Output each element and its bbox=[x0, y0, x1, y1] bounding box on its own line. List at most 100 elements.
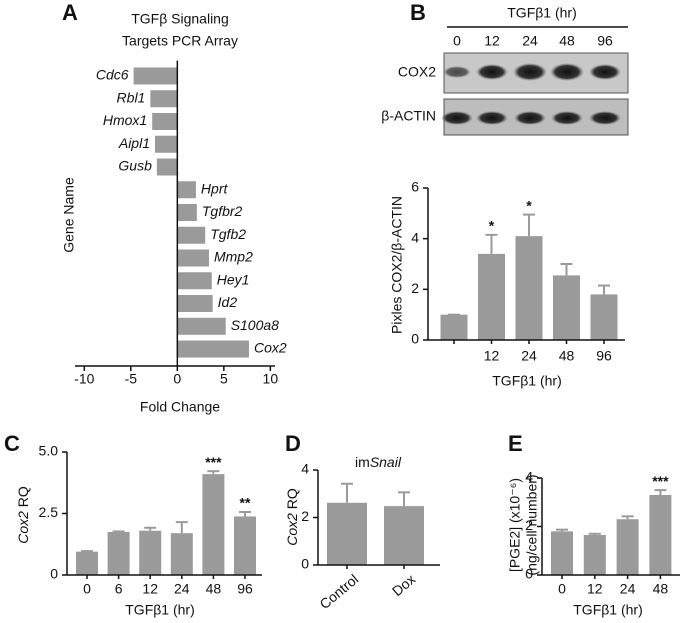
category-label: Tgfbr2 bbox=[202, 203, 243, 219]
significance-label: * bbox=[526, 197, 532, 213]
x-tick-label: 0 bbox=[83, 581, 91, 597]
x-axis-label: TGFβ1 (hr) bbox=[492, 373, 562, 389]
x-tick-label: 10 bbox=[263, 371, 279, 387]
y-tick-label: 5.0 bbox=[39, 443, 59, 459]
y-axis-label: Cox2 RQ bbox=[15, 486, 31, 544]
error-bar bbox=[144, 526, 157, 531]
error-bar bbox=[621, 515, 634, 520]
error-bar bbox=[207, 470, 220, 475]
bar bbox=[177, 181, 196, 199]
title-prefix: im bbox=[355, 454, 370, 470]
x-tick-label: 6 bbox=[115, 581, 123, 597]
bar bbox=[478, 253, 505, 340]
title-gene: Snail bbox=[370, 454, 402, 470]
x-tick-label: 5 bbox=[220, 371, 228, 387]
blot-row-label: COX2 bbox=[398, 64, 436, 80]
bar bbox=[590, 294, 618, 340]
blot-row-label: β-ACTIN bbox=[381, 108, 436, 124]
bar bbox=[649, 494, 672, 575]
bar bbox=[177, 226, 206, 244]
bar bbox=[327, 502, 367, 565]
lane-label: 96 bbox=[597, 33, 613, 49]
y-label-text: RQ bbox=[15, 486, 31, 507]
error-bar bbox=[341, 482, 353, 503]
category-label: Tgfb2 bbox=[210, 226, 246, 242]
x-tick-label: 48 bbox=[206, 581, 222, 597]
y-axis-label: Gene Name bbox=[61, 177, 77, 253]
x-tick-label: 0 bbox=[173, 371, 181, 387]
bar bbox=[150, 90, 178, 108]
bar bbox=[202, 474, 225, 575]
x-tick-label: 96 bbox=[237, 581, 253, 597]
x-tick-label: 48 bbox=[653, 581, 669, 597]
category-label: Rbl1 bbox=[117, 89, 146, 105]
category-label: Aipl1 bbox=[118, 135, 150, 151]
category-label: Hmox1 bbox=[103, 112, 147, 128]
error-bar bbox=[588, 532, 601, 535]
bar bbox=[177, 272, 212, 290]
bar bbox=[107, 531, 130, 575]
bar bbox=[177, 249, 209, 267]
x-axis-label: TGFβ1 (hr) bbox=[573, 602, 643, 618]
y-tick-label: 0 bbox=[301, 556, 309, 572]
error-bar bbox=[556, 528, 568, 532]
y-tick-label: 2.5 bbox=[39, 504, 59, 520]
x-tick-label: 96 bbox=[596, 348, 612, 364]
significance-label: * bbox=[489, 218, 495, 234]
y-label-gene: Cox2 bbox=[284, 513, 300, 546]
error-bar bbox=[398, 491, 410, 507]
y-tick-label: 2 bbox=[301, 508, 309, 524]
bar bbox=[155, 135, 178, 153]
x-tick-label: 12 bbox=[587, 581, 603, 597]
panel-label: A bbox=[62, 0, 78, 25]
panel-label: C bbox=[4, 431, 20, 456]
y-axis-label: (ng/cell number) bbox=[524, 474, 540, 575]
x-tick-label: -10 bbox=[74, 371, 94, 387]
bar bbox=[139, 530, 162, 575]
error-bar bbox=[485, 233, 498, 254]
x-tick-label: 48 bbox=[559, 348, 575, 364]
y-label-gene: Cox2 bbox=[15, 511, 31, 544]
x-tick-label: Control bbox=[316, 571, 361, 612]
x-tick-label: 12 bbox=[484, 348, 500, 364]
y-label-text: RQ bbox=[284, 488, 300, 509]
x-tick-label: 0 bbox=[558, 581, 566, 597]
category-label: Hprt bbox=[201, 180, 229, 196]
error-bar bbox=[560, 263, 573, 276]
bar bbox=[384, 506, 424, 565]
bar bbox=[440, 314, 468, 340]
bar bbox=[76, 551, 98, 575]
error-bar bbox=[523, 213, 535, 237]
bar bbox=[177, 317, 226, 335]
significance-label: *** bbox=[652, 473, 669, 489]
category-label: Cox2 bbox=[254, 340, 287, 356]
y-tick-label: 4 bbox=[301, 461, 309, 477]
panel-label: B bbox=[410, 0, 426, 25]
x-axis-label: Fold Change bbox=[140, 399, 220, 415]
y-tick-label: 4 bbox=[411, 229, 419, 245]
blot-header: TGFβ1 (hr) bbox=[507, 5, 577, 21]
bar bbox=[583, 534, 606, 575]
category-label: S100a8 bbox=[231, 317, 279, 333]
y-tick-label: 0 bbox=[525, 566, 533, 582]
y-tick-label: 6 bbox=[411, 179, 419, 195]
lane-label: 48 bbox=[559, 33, 575, 49]
x-tick-label: 24 bbox=[521, 348, 537, 364]
chart-title: imSnail bbox=[355, 454, 402, 470]
y-axis-label: Pixles COX2/β-ACTIN bbox=[389, 196, 405, 334]
bar bbox=[152, 112, 178, 130]
x-tick-label: Dox bbox=[389, 571, 418, 599]
lane-label: 0 bbox=[453, 33, 461, 49]
bar bbox=[156, 158, 178, 176]
chart-title: Targets PCR Array bbox=[122, 33, 238, 49]
y-tick-label: 0 bbox=[50, 566, 58, 582]
bar bbox=[616, 519, 639, 575]
y-tick-label: 4 bbox=[525, 469, 533, 485]
error-bar bbox=[598, 284, 610, 295]
bar bbox=[177, 204, 197, 221]
category-label: Cdc6 bbox=[96, 67, 129, 83]
category-label: Id2 bbox=[218, 294, 238, 310]
y-axis-label: [PGE2] (x10⁻⁶) bbox=[507, 478, 523, 572]
y-axis-label: Cox2 RQ bbox=[284, 488, 300, 546]
